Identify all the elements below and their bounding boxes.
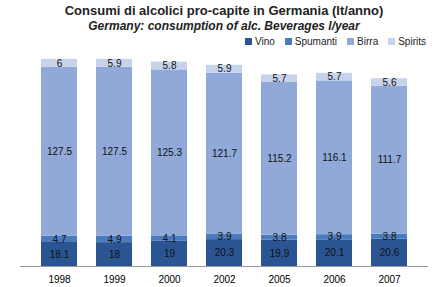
svg-text:19.9: 19.9 [270,248,290,259]
svg-text:4.1: 4.1 [163,233,177,244]
svg-text:127.5: 127.5 [102,146,127,157]
svg-text:2006: 2006 [323,274,346,285]
html-text:Spumanti: Spumanti [294,35,338,47]
svg-text:6: 6 [57,58,63,69]
svg-text:125.3: 125.3 [157,147,182,158]
svg-text:1998: 1998 [48,274,71,285]
svg-text:2007: 2007 [378,274,401,285]
html-text:Birra: Birra [357,35,379,47]
svg-text:20.1: 20.1 [325,247,345,258]
svg-text:1999: 1999 [103,274,126,285]
svg-text:3.9: 3.9 [328,231,342,242]
svg-text:116.1: 116.1 [322,152,347,163]
svg-text:127.5: 127.5 [47,146,72,157]
svg-text:3.8: 3.8 [273,232,287,243]
svg-text:2005: 2005 [268,274,291,285]
svg-text:111.7: 111.7 [378,154,402,165]
svg-text:5.7: 5.7 [328,71,342,82]
svg-text:5.7: 5.7 [273,73,287,84]
svg-text:5.6: 5.6 [383,77,397,88]
html-text:Germany: consumption of alc. B: Germany: consumption of alc. Beverages l… [88,19,360,33]
svg-text:2002: 2002 [213,274,236,285]
html-text:Spirits: Spirits [398,35,426,47]
svg-text:115.2: 115.2 [267,153,292,164]
svg-text:5.9: 5.9 [218,63,232,74]
svg-text:18.1: 18.1 [50,249,70,260]
svg-text:121.7: 121.7 [212,148,237,159]
svg-text:3.9: 3.9 [218,231,232,242]
svg-text:4.7: 4.7 [53,234,67,245]
svg-text:20.6: 20.6 [380,247,400,258]
svg-text:19: 19 [164,248,176,259]
svg-text:5.9: 5.9 [108,58,122,69]
svg-text:5.8: 5.8 [163,60,177,71]
html-text:Consumi di alcolici pro-capite: Consumi di alcolici pro-capite in German… [64,3,384,18]
svg-text:20.3: 20.3 [215,247,235,258]
svg-text:2000: 2000 [158,274,181,285]
svg-text:4.9: 4.9 [108,234,122,245]
svg-text:18: 18 [109,249,121,260]
svg-text:3.8: 3.8 [383,231,397,242]
html-text:Vino: Vino [255,35,275,47]
